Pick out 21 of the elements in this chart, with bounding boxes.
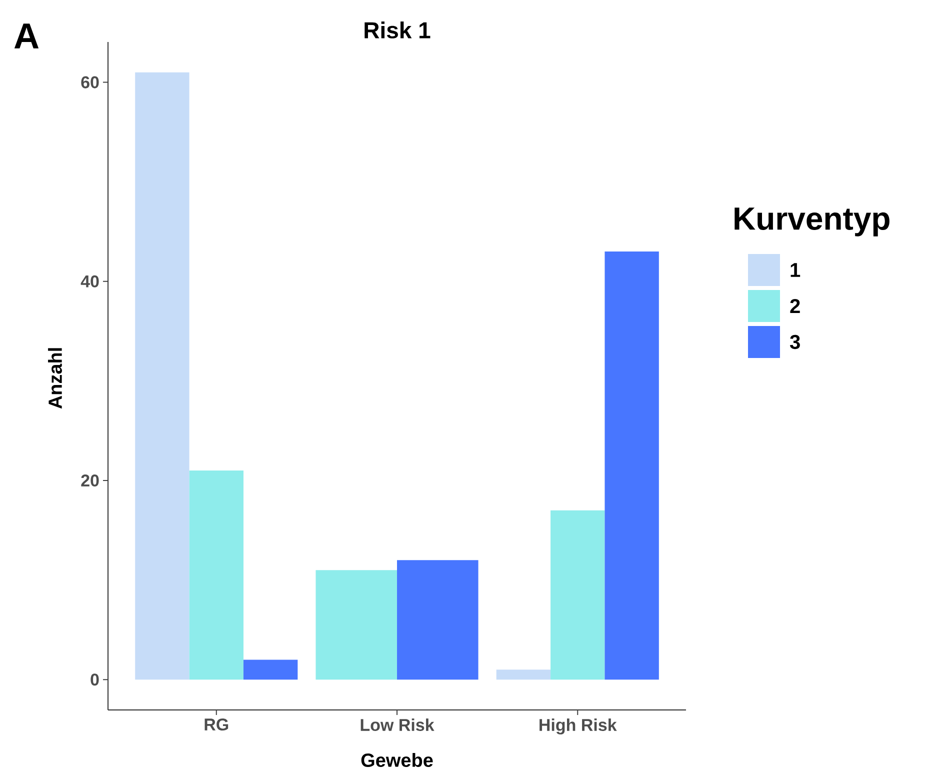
y-tick-label: 60 [81, 76, 99, 88]
y-tick-label: 0 [90, 674, 99, 686]
bar [550, 510, 605, 680]
legend-title: Kurventyp [734, 208, 890, 236]
bar [135, 72, 190, 680]
x-tick-label: RG [204, 718, 228, 731]
legend-label: 3 [790, 334, 800, 350]
chart-title: Risk 1 [364, 22, 430, 38]
legend-label: 2 [790, 299, 800, 313]
bar [243, 660, 298, 680]
legend-label: 1 [790, 263, 800, 277]
text: A [14, 24, 39, 48]
bar [189, 470, 244, 680]
x-tick-label: Low Risk [360, 718, 434, 731]
bar [604, 252, 659, 680]
y-tick-label: 20 [81, 474, 99, 487]
bar [496, 670, 551, 680]
x-axis-title: Gewebe [361, 753, 433, 767]
y-tick-label: 40 [80, 275, 99, 288]
y-axis-title: Anzahl [48, 348, 62, 409]
x-tick-label: High Risk [540, 718, 617, 734]
